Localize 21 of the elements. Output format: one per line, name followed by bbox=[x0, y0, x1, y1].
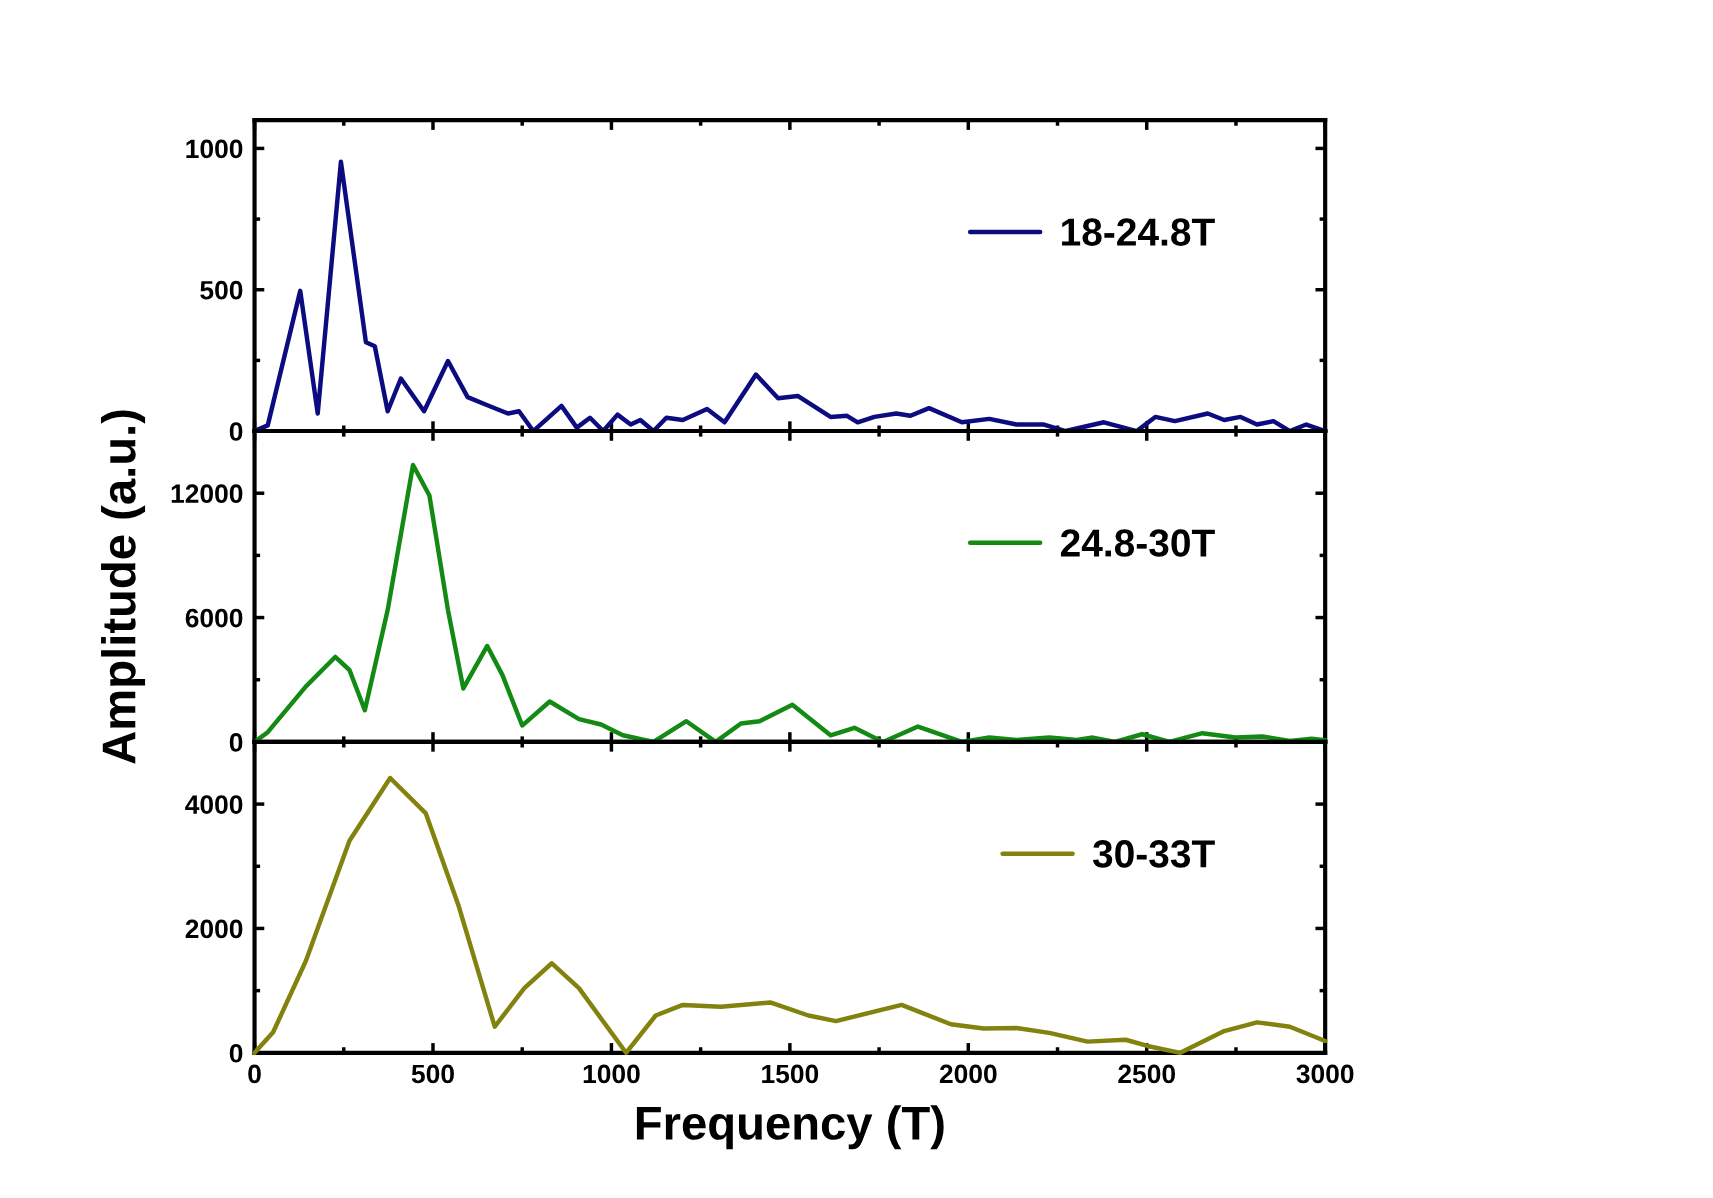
legend-label: 18-24.8T bbox=[1062, 218, 1215, 246]
y-tick-label: 1000 bbox=[186, 139, 243, 159]
y-tick-label: 12000 bbox=[171, 484, 243, 504]
x-tick-label: 3000 bbox=[1296, 1064, 1354, 1084]
x-tick-label: 500 bbox=[411, 1064, 454, 1084]
y-tick-label: 6000 bbox=[185, 608, 243, 628]
x-tick-label: 2500 bbox=[1118, 1064, 1176, 1084]
x-tick-label: 2000 bbox=[939, 1064, 997, 1084]
legend-label: 24.8-30T bbox=[1060, 529, 1215, 557]
y-tick-label: 0 bbox=[229, 1043, 243, 1063]
y-tick-label: 2000 bbox=[185, 919, 243, 939]
x-tick-label: 1000 bbox=[583, 1064, 640, 1084]
y-tick-label: 0 bbox=[229, 733, 243, 752]
y-axis-title: Amplitude (a.u.) bbox=[101, 410, 146, 764]
x-axis-title: Frequency (T) bbox=[636, 1105, 944, 1150]
x-tick-label: 0 bbox=[248, 1064, 261, 1084]
y-tick-label: 0 bbox=[229, 422, 243, 441]
y-tick-label: 500 bbox=[200, 280, 243, 300]
legend-label: 30-33T bbox=[1092, 840, 1215, 868]
y-tick-label: 4000 bbox=[185, 795, 243, 814]
x-tick-label: 1500 bbox=[762, 1064, 819, 1084]
